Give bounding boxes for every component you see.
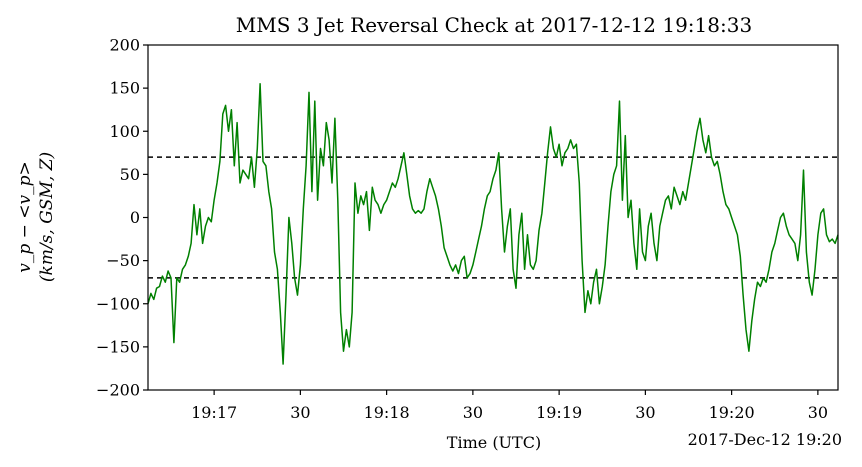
y-tick-label: 100 (109, 122, 140, 141)
y-tick-label: 0 (130, 208, 140, 227)
y-axis-label: v_p − <v_p> (km/s, GSM, Z) (15, 152, 57, 282)
y-tick-label: −200 (96, 381, 140, 400)
y-tick-label: −100 (96, 294, 140, 313)
y-axis-label-line2: (km/s, GSM, Z) (37, 152, 57, 282)
x-axis-offset-label: 2017-Dec-12 19:20 (688, 430, 842, 449)
chart-title: MMS 3 Jet Reversal Check at 2017-12-12 1… (236, 13, 752, 37)
y-tick-label: 150 (109, 79, 140, 98)
x-tick-label: 19:18 (364, 403, 410, 422)
x-axis-label: Time (UTC) (447, 433, 541, 452)
x-tick-label: 19:17 (191, 403, 237, 422)
reference-lines (148, 156, 838, 279)
y-tick-label: 200 (109, 36, 140, 55)
y-tick-label: 50 (120, 165, 140, 184)
x-axis: 19:17 30 19:18 30 19:19 30 19:20 30 (191, 390, 828, 422)
x-tick-label: 30 (290, 403, 310, 422)
series-line (147, 83, 839, 365)
y-tick-label: −50 (106, 251, 140, 270)
x-tick-label: 19:20 (709, 403, 755, 422)
x-tick-label: 19:19 (536, 403, 582, 422)
y-axis-label-line1: v_p − <v_p> (15, 161, 35, 273)
x-tick-label: 30 (463, 403, 483, 422)
plot-frame (147, 44, 839, 391)
series-layer (147, 83, 839, 365)
x-tick-label: 30 (635, 403, 655, 422)
y-tick-label: −150 (96, 337, 140, 356)
x-tick-label: 30 (808, 403, 828, 422)
y-axis: −200 −150 −100 −50 0 50 100 150 200 (96, 36, 148, 400)
